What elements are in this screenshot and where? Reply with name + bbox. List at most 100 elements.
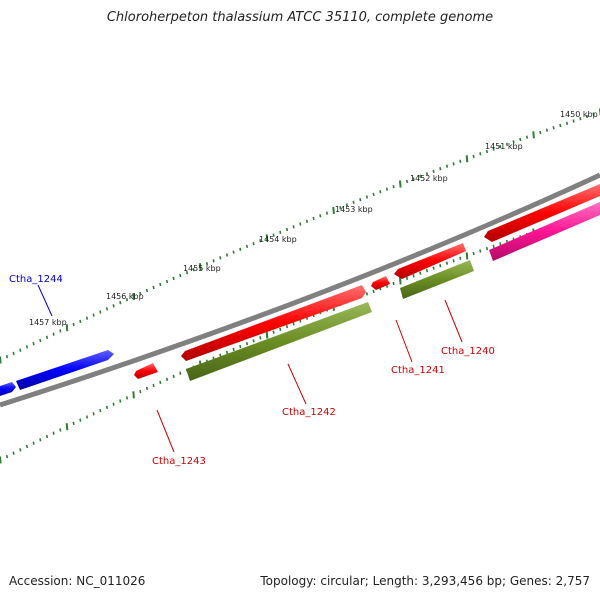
gene-ctha-1240-lower[interactable] xyxy=(400,260,474,299)
gene-ctha-1242-upper[interactable] xyxy=(181,285,366,361)
gene-left-blue[interactable] xyxy=(0,382,16,396)
accession-text: Accession: NC_011026 xyxy=(9,574,146,588)
scale-tick xyxy=(152,285,155,290)
scale-tick xyxy=(479,249,482,253)
scale-tick xyxy=(0,456,2,464)
scale-tick xyxy=(199,263,202,271)
scale-tick xyxy=(399,180,402,188)
scale-tick xyxy=(219,256,222,260)
gene-red-right[interactable] xyxy=(484,184,600,242)
connector-ctha-1240 xyxy=(444,299,463,343)
scale-tick xyxy=(392,184,395,189)
scale-tick xyxy=(45,434,49,439)
scale-tick xyxy=(212,259,215,263)
scale-tick xyxy=(119,301,122,305)
scale-tick xyxy=(499,242,502,246)
scale-tick xyxy=(459,159,462,163)
scale-label-1450: 1450 kbp xyxy=(560,110,598,119)
scale-tick xyxy=(445,261,449,265)
gene-label-ctha-1244[interactable]: Ctha_1244 xyxy=(9,274,63,285)
scale-tick xyxy=(165,377,169,381)
scale-tick xyxy=(399,277,402,285)
scale-tick xyxy=(305,219,309,223)
gene-ctha-1243[interactable] xyxy=(134,363,158,379)
scale-tick xyxy=(25,444,29,449)
scale-tick xyxy=(19,348,22,352)
scale-tick xyxy=(5,355,9,359)
scale-tick xyxy=(52,431,55,435)
scale-tick xyxy=(319,214,322,218)
scale-tick xyxy=(12,451,15,455)
scale-tick xyxy=(452,162,455,166)
scale-tick xyxy=(179,371,182,375)
gene-label-ctha-1242[interactable]: Ctha_1242 xyxy=(282,407,336,418)
scale-tick xyxy=(232,250,235,254)
scale-tick xyxy=(239,344,242,349)
scale-tick xyxy=(352,200,355,204)
scale-tick xyxy=(452,259,455,263)
scale-tick xyxy=(72,322,75,327)
scale-tick xyxy=(252,339,255,343)
gene-ctha-1241[interactable] xyxy=(371,276,390,290)
map-title: Chloroherpeton thalassium ATCC 35110, co… xyxy=(106,10,494,25)
scale-tick xyxy=(185,270,189,275)
scale-tick xyxy=(285,324,289,329)
scale-tick xyxy=(565,121,569,125)
scale-tick xyxy=(239,247,242,251)
scale-tick xyxy=(385,187,389,191)
scale-tick xyxy=(59,428,62,432)
scale-tick xyxy=(279,230,282,234)
outer-scale-ticks xyxy=(0,108,600,364)
scale-tick xyxy=(485,149,489,154)
scale-labels: 1450 kbp 1451 kbp 1452 kbp 1453 kbp 1454… xyxy=(29,110,598,327)
scale-tick xyxy=(25,345,29,349)
gene-label-ctha-1240[interactable]: Ctha_1240 xyxy=(441,346,495,357)
scale-tick xyxy=(425,172,429,176)
scale-tick xyxy=(479,152,482,156)
scale-tick xyxy=(105,405,109,410)
scale-tick xyxy=(52,332,55,336)
scale-tick xyxy=(439,167,442,171)
scale-tick xyxy=(472,251,475,256)
scale-tick xyxy=(99,310,102,314)
scale-tick xyxy=(412,274,415,278)
scale-tick xyxy=(139,389,142,394)
scale-tick xyxy=(159,380,162,385)
gene-pink-right[interactable] xyxy=(489,202,600,261)
scale-tick xyxy=(85,316,89,320)
scale-tick xyxy=(592,112,595,116)
scale-tick xyxy=(445,164,449,168)
scale-tick xyxy=(12,351,15,356)
scale-tick xyxy=(339,206,342,210)
gene-label-ctha-1241[interactable]: Ctha_1241 xyxy=(391,365,445,376)
scale-tick xyxy=(152,383,155,388)
scale-label-1453: 1453 kbp xyxy=(335,205,373,214)
scale-tick xyxy=(225,350,229,355)
scale-tick xyxy=(292,322,295,326)
gene-ctha-1240-upper[interactable] xyxy=(394,243,466,279)
scale-tick xyxy=(325,211,329,215)
scale-tick xyxy=(105,307,109,311)
scale-tick xyxy=(225,253,229,257)
scale-tick xyxy=(112,402,115,406)
scale-tick xyxy=(492,244,495,248)
scale-tick xyxy=(59,329,62,333)
scale-tick xyxy=(145,386,149,391)
scale-tick xyxy=(365,292,369,296)
scale-tick xyxy=(345,203,349,207)
scale-tick xyxy=(372,192,375,197)
scale-tick xyxy=(465,155,469,163)
scale-tick xyxy=(245,244,249,249)
scale-tick xyxy=(245,342,249,346)
scale-tick xyxy=(45,335,49,339)
gene-ctha-1244[interactable] xyxy=(16,350,114,390)
scale-tick xyxy=(119,399,122,403)
scale-tick xyxy=(99,408,102,413)
scale-tick xyxy=(419,174,422,178)
gene-ctha-1242-lower[interactable] xyxy=(186,302,372,381)
scale-tick xyxy=(172,374,175,378)
scale-tick xyxy=(285,227,289,232)
scale-tick xyxy=(379,190,382,194)
scale-tick xyxy=(179,273,182,278)
gene-label-ctha-1243[interactable]: Ctha_1243 xyxy=(152,456,206,467)
